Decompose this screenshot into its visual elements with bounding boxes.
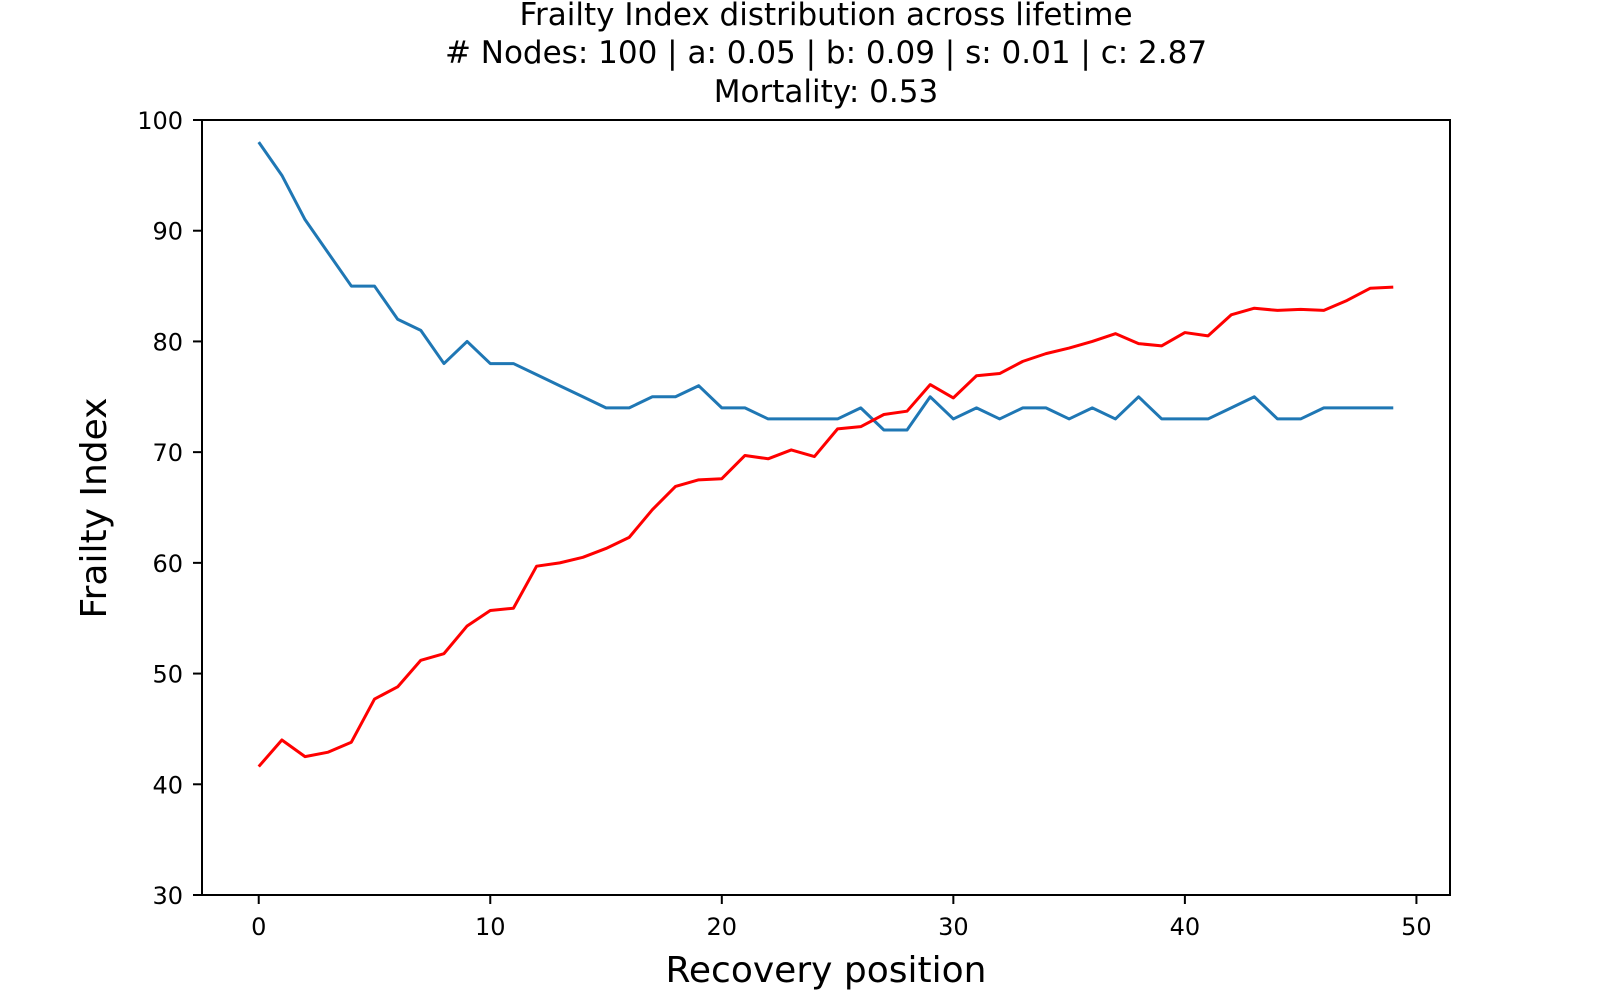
y-tick-label: 70 xyxy=(152,439,183,467)
y-tick-label: 60 xyxy=(152,550,183,578)
x-tick-label: 10 xyxy=(475,913,506,941)
x-axis-label: Recovery position xyxy=(666,950,987,991)
axes-frame xyxy=(201,119,1451,896)
axis-ticks: 0 10 20 30 40 50 30 40 50 60 70 80 90 100 xyxy=(137,107,1432,941)
y-tick-label: 80 xyxy=(152,328,183,356)
x-tick-label: 20 xyxy=(707,913,738,941)
y-tick-label: 30 xyxy=(152,882,183,910)
y-tick-label: 90 xyxy=(152,218,183,246)
chart-subtitle: # Nodes: 100 | a: 0.05 | b: 0.09 | s: 0.… xyxy=(445,35,1207,71)
y-tick-label: 100 xyxy=(137,107,183,135)
y-tick-label: 50 xyxy=(152,661,183,689)
x-tick-label: 40 xyxy=(1170,913,1201,941)
chart-title: Frailty Index distribution across lifeti… xyxy=(519,0,1132,33)
y-axis-label: Frailty Index xyxy=(74,398,115,619)
x-tick-label: 50 xyxy=(1401,913,1432,941)
plot-area xyxy=(257,141,1394,768)
series-line-1 xyxy=(257,285,1394,768)
y-tick-label: 40 xyxy=(152,771,183,799)
x-tick-label: 0 xyxy=(251,913,266,941)
x-tick-label: 30 xyxy=(938,913,969,941)
series-line-0 xyxy=(257,141,1394,432)
chart-subtitle-mortality: Mortality: 0.53 xyxy=(714,74,938,110)
